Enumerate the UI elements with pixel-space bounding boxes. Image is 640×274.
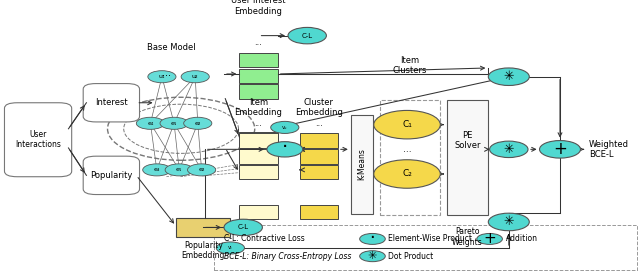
Text: Element-Wise Product: Element-Wise Product: [388, 235, 472, 243]
FancyBboxPatch shape: [4, 103, 72, 177]
Circle shape: [108, 97, 255, 160]
Bar: [300, 205, 338, 219]
Circle shape: [490, 141, 528, 158]
Circle shape: [374, 110, 440, 139]
Circle shape: [267, 142, 303, 157]
Text: vᵤ: vᵤ: [282, 125, 287, 130]
Bar: [239, 165, 278, 179]
Text: e₃: e₃: [154, 167, 160, 172]
Text: e₄: e₄: [147, 121, 154, 126]
Circle shape: [136, 117, 164, 129]
Bar: [239, 132, 278, 147]
Text: u₁: u₁: [159, 74, 165, 79]
Text: ...: ...: [162, 68, 171, 78]
Text: ...: ...: [403, 145, 412, 154]
Text: Base Model: Base Model: [147, 44, 196, 52]
Circle shape: [216, 242, 244, 254]
Circle shape: [288, 27, 326, 44]
Text: PE
Solver: PE Solver: [454, 131, 481, 150]
Text: Addition: Addition: [506, 235, 538, 243]
Circle shape: [184, 117, 212, 129]
Circle shape: [488, 213, 529, 231]
Text: C-L: C-L: [301, 33, 313, 39]
Text: BCE-L: Binary Cross-Entropy Loss: BCE-L: Binary Cross-Entropy Loss: [224, 252, 351, 261]
Circle shape: [160, 117, 188, 129]
Text: C-L: C-L: [237, 224, 249, 230]
Text: ...: ...: [255, 119, 262, 128]
Text: Interest: Interest: [95, 98, 127, 107]
Bar: [239, 133, 278, 148]
FancyBboxPatch shape: [83, 84, 140, 122]
Text: ...: ...: [255, 38, 262, 47]
Circle shape: [360, 233, 385, 244]
Text: ...: ...: [315, 119, 323, 128]
Bar: [447, 100, 488, 215]
Text: User Interest
Embedding: User Interest Embedding: [231, 0, 286, 16]
Bar: [239, 149, 278, 164]
Text: Weighted
BCE-L: Weighted BCE-L: [589, 140, 629, 159]
Text: e₁: e₁: [176, 167, 182, 172]
Bar: [214, 225, 637, 270]
Circle shape: [540, 141, 580, 158]
Text: ·: ·: [370, 229, 375, 247]
Circle shape: [488, 68, 529, 85]
Bar: [239, 68, 278, 83]
Circle shape: [360, 251, 385, 262]
Bar: [300, 149, 338, 164]
Text: u₂: u₂: [192, 74, 198, 79]
Text: K-Means: K-Means: [357, 149, 367, 180]
Bar: [239, 53, 278, 67]
Bar: [380, 100, 440, 215]
Text: Item
Embedding: Item Embedding: [235, 98, 282, 117]
Bar: [351, 115, 373, 214]
Circle shape: [188, 164, 216, 176]
Bar: [176, 218, 230, 237]
Bar: [300, 165, 338, 179]
Text: +: +: [553, 140, 567, 158]
Text: e₂: e₂: [198, 167, 205, 172]
Text: Cluster
Embedding: Cluster Embedding: [295, 98, 342, 117]
Text: +: +: [483, 232, 496, 246]
FancyBboxPatch shape: [83, 156, 140, 195]
Circle shape: [374, 160, 440, 188]
Text: C₁: C₁: [402, 120, 412, 129]
Text: e₁: e₁: [171, 121, 177, 126]
Text: Popularity
Embedding: Popularity Embedding: [182, 241, 225, 260]
Text: Popularity: Popularity: [90, 171, 132, 180]
Text: C₂: C₂: [402, 170, 412, 178]
Circle shape: [477, 233, 502, 244]
Text: Item
Clusters: Item Clusters: [393, 56, 427, 75]
Text: e₂: e₂: [195, 121, 201, 126]
Text: ✳: ✳: [368, 251, 377, 261]
Text: ✳: ✳: [504, 143, 514, 156]
Text: vₜ: vₜ: [228, 246, 233, 250]
Text: ✳: ✳: [504, 215, 514, 229]
Text: ✳: ✳: [504, 70, 514, 83]
Bar: [239, 84, 278, 99]
Circle shape: [143, 164, 171, 176]
Circle shape: [181, 71, 209, 83]
Text: Dot Product: Dot Product: [388, 252, 434, 261]
Circle shape: [148, 71, 176, 83]
Bar: [239, 205, 278, 219]
Bar: [300, 133, 338, 148]
Text: Pareto
Weights: Pareto Weights: [452, 227, 483, 247]
Text: ·: ·: [282, 138, 288, 158]
Circle shape: [224, 219, 262, 236]
Circle shape: [271, 121, 299, 133]
Circle shape: [165, 164, 193, 176]
Text: C-L: Contractive Loss: C-L: Contractive Loss: [224, 235, 305, 243]
Text: User
Interactions: User Interactions: [15, 130, 61, 149]
